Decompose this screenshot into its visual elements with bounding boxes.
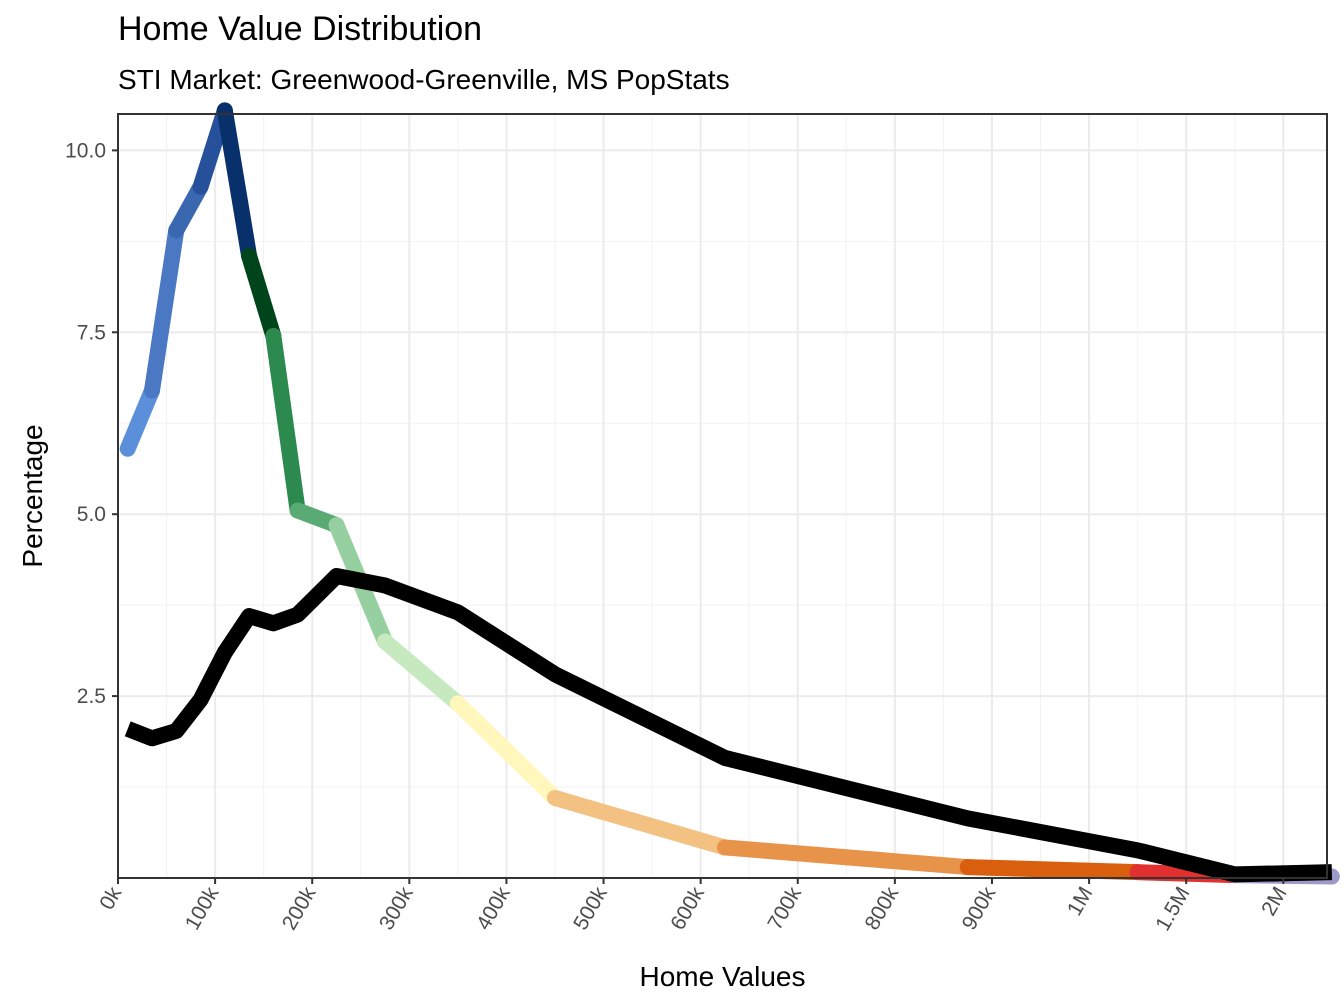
- y-tick-label: 2.5: [77, 685, 106, 708]
- x-tick-label: 1M: [1063, 883, 1098, 920]
- y-axis-title: Percentage: [17, 424, 48, 567]
- series-segment: [449, 695, 563, 806]
- y-tick-label: 10.0: [65, 139, 106, 162]
- x-tick-label: 1.5M: [1151, 883, 1194, 935]
- panel-border: [117, 113, 1328, 879]
- x-tick-label: 100k: [181, 883, 224, 934]
- chart-subtitle: STI Market: Greenwood-Greenville, MS Pop…: [118, 64, 730, 95]
- y-tick-label: 5.0: [77, 503, 106, 526]
- series-segment: [265, 327, 306, 519]
- x-axis-title: Home Values: [639, 961, 805, 992]
- series-segment: [241, 247, 282, 344]
- series-segment: [119, 382, 160, 457]
- y-tick-label: 7.5: [77, 321, 106, 344]
- x-tick-label: 600k: [666, 883, 709, 934]
- x-tick-label: 900k: [958, 883, 1001, 934]
- x-tick-label: 200k: [278, 883, 321, 934]
- series-segment: [216, 102, 258, 264]
- x-tick-label: 2M: [1257, 883, 1292, 920]
- x-tick-label: 300k: [375, 883, 418, 934]
- x-tick-label: 400k: [472, 883, 515, 934]
- x-tick-label: 0k: [95, 883, 126, 914]
- series-segment: [716, 839, 976, 876]
- series-segment: [168, 178, 209, 239]
- series-line: [124, 568, 1333, 883]
- x-tick-label: 700k: [763, 883, 806, 934]
- x-tick-label: 800k: [861, 883, 904, 934]
- x-tick-label: 500k: [569, 883, 612, 934]
- series-segment: [377, 633, 466, 712]
- series-segment: [546, 789, 733, 856]
- series-segment: [959, 859, 1146, 881]
- series-segment: [143, 222, 185, 399]
- chart-title: Home Value Distribution: [118, 10, 483, 48]
